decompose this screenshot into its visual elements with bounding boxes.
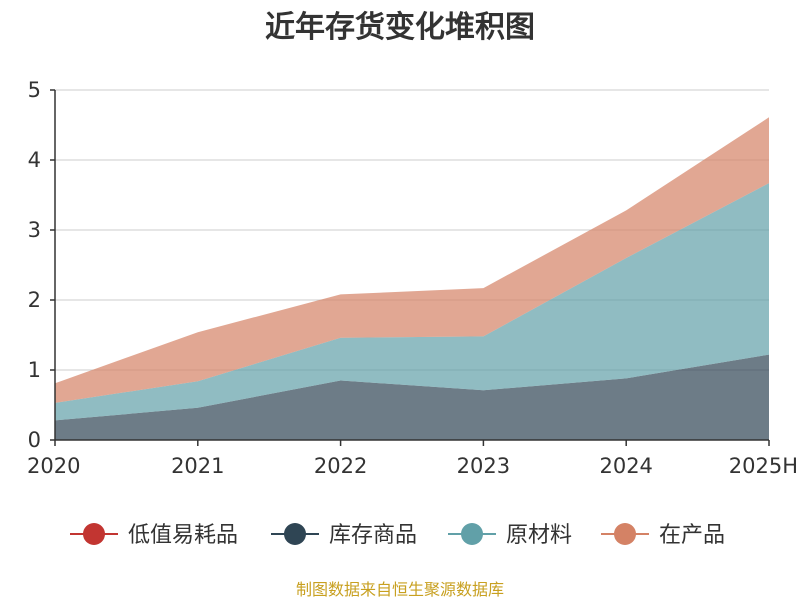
- y-tick-label-2: 2: [28, 288, 41, 312]
- y-tick-label-5: 5: [28, 78, 41, 102]
- legend-label: 在产品: [659, 523, 725, 548]
- y-tick-label-1: 1: [28, 358, 41, 382]
- legend-item-1[interactable]: 库存商品: [271, 523, 417, 548]
- legend-label: 原材料: [506, 523, 572, 548]
- y-tick-labels: 0 1 2 3 4 5: [28, 78, 41, 452]
- legend: 低值易耗品 库存商品 原材料 在产品: [70, 523, 725, 548]
- x-tick-label-2020: 2020: [27, 454, 80, 478]
- legend-marker: [284, 523, 306, 545]
- y-tick-label-0: 0: [28, 428, 41, 452]
- y-tick-label-4: 4: [28, 148, 41, 172]
- chart-title: 近年存货变化堆积图: [265, 10, 535, 45]
- y-tick-label-3: 3: [28, 218, 41, 242]
- x-tick-label-2023: 2023: [457, 454, 510, 478]
- data-source-note: 制图数据来自恒生聚源数据库: [296, 580, 504, 599]
- legend-label: 低值易耗品: [128, 523, 238, 548]
- legend-marker: [83, 523, 105, 545]
- x-tick-label-2022: 2022: [314, 454, 367, 478]
- area-series-3: [55, 117, 769, 403]
- area-series-2: [55, 183, 769, 421]
- legend-item-2[interactable]: 原材料: [448, 523, 572, 548]
- x-tick-label-2024: 2024: [599, 454, 652, 478]
- axes: [50, 89, 770, 446]
- area-series-1: [55, 354, 769, 440]
- x-tick-label-2025H: 2025H: [729, 454, 798, 478]
- legend-label: 库存商品: [329, 523, 417, 548]
- legend-marker: [461, 523, 483, 545]
- x-tick-label-2021: 2021: [171, 454, 224, 478]
- area-series-layer: [55, 117, 769, 440]
- legend-item-0[interactable]: 低值易耗品: [70, 523, 238, 548]
- legend-item-3[interactable]: 在产品: [601, 523, 725, 548]
- x-tick-labels: 2020 2021 2022 2023 2024 2025H: [27, 454, 798, 478]
- legend-marker: [614, 523, 636, 545]
